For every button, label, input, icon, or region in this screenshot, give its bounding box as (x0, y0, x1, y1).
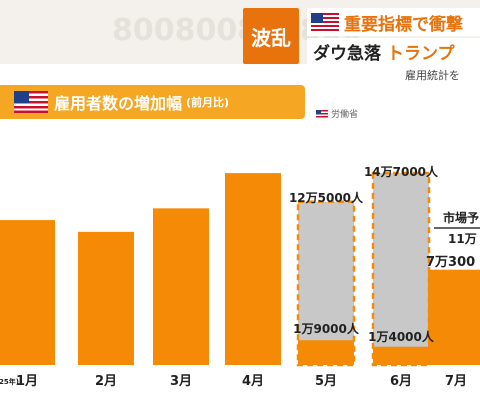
labels-group: 1月 2月 3月 4月 5月 6月 7月 25年) 12万5000人 1万9000人 14万7000… (0, 164, 480, 389)
label-june-revised: 1万4000人 (368, 329, 435, 344)
x-tick-label-1: 1月 (16, 374, 38, 389)
bar-6 (373, 346, 429, 365)
bar-5 (298, 340, 354, 365)
headline-line-1: 重要指標で衝撃 (307, 8, 480, 36)
x-tick-label-7: 7月 (445, 374, 467, 389)
x-tick-label-3: 3月 (170, 374, 192, 389)
x-tick-label-6: 6月 (390, 374, 412, 389)
bar-4 (225, 173, 281, 365)
us-flag-icon-small (316, 109, 328, 118)
bar-3 (153, 208, 209, 365)
chart-subtitle: (前月比) (186, 96, 230, 109)
headline-text-2b: トランプ (387, 43, 455, 64)
top-banner: 800800800800 波乱 重要指標で衝撃 ダウ急落 トランプ (0, 0, 480, 64)
headline-text-1: 重要指標で衝撃 (344, 14, 463, 35)
x-tick-label-5: 5月 (315, 374, 337, 389)
x-tick-label-4: 4月 (242, 374, 264, 389)
chart-title-bar: 雇用者数の増加幅 (前月比) (0, 85, 305, 119)
badge: 波乱 (243, 8, 299, 64)
label-june-original: 14万7000人 (364, 164, 439, 179)
chart-title: 雇用者数の増加幅 (54, 94, 183, 113)
us-flag-icon-title (14, 91, 48, 113)
x-tick-label-2: 2月 (95, 374, 117, 389)
year-note: 25年) (0, 377, 19, 386)
bar-1 (0, 220, 55, 365)
headline-text-2a: ダウ急落 (313, 43, 381, 64)
forecast-label: 市場予 (443, 210, 479, 225)
source-text: 労働省 (331, 110, 359, 120)
bars-group (0, 171, 480, 367)
bar-2 (78, 231, 134, 365)
bar-7 (428, 269, 480, 365)
us-flag-icon (311, 13, 339, 31)
headline-line-2: ダウ急落 トランプ (307, 38, 480, 64)
label-may-original: 12万5000人 (289, 190, 364, 205)
subcaption: 雇用統計を (405, 69, 460, 82)
source-note: 労働省 (316, 107, 358, 120)
label-july: 7万300 (426, 255, 475, 270)
forecast-value: 11万 (448, 232, 477, 246)
label-may-revised: 1万9000人 (293, 321, 360, 336)
bar-original-5 (296, 200, 356, 367)
